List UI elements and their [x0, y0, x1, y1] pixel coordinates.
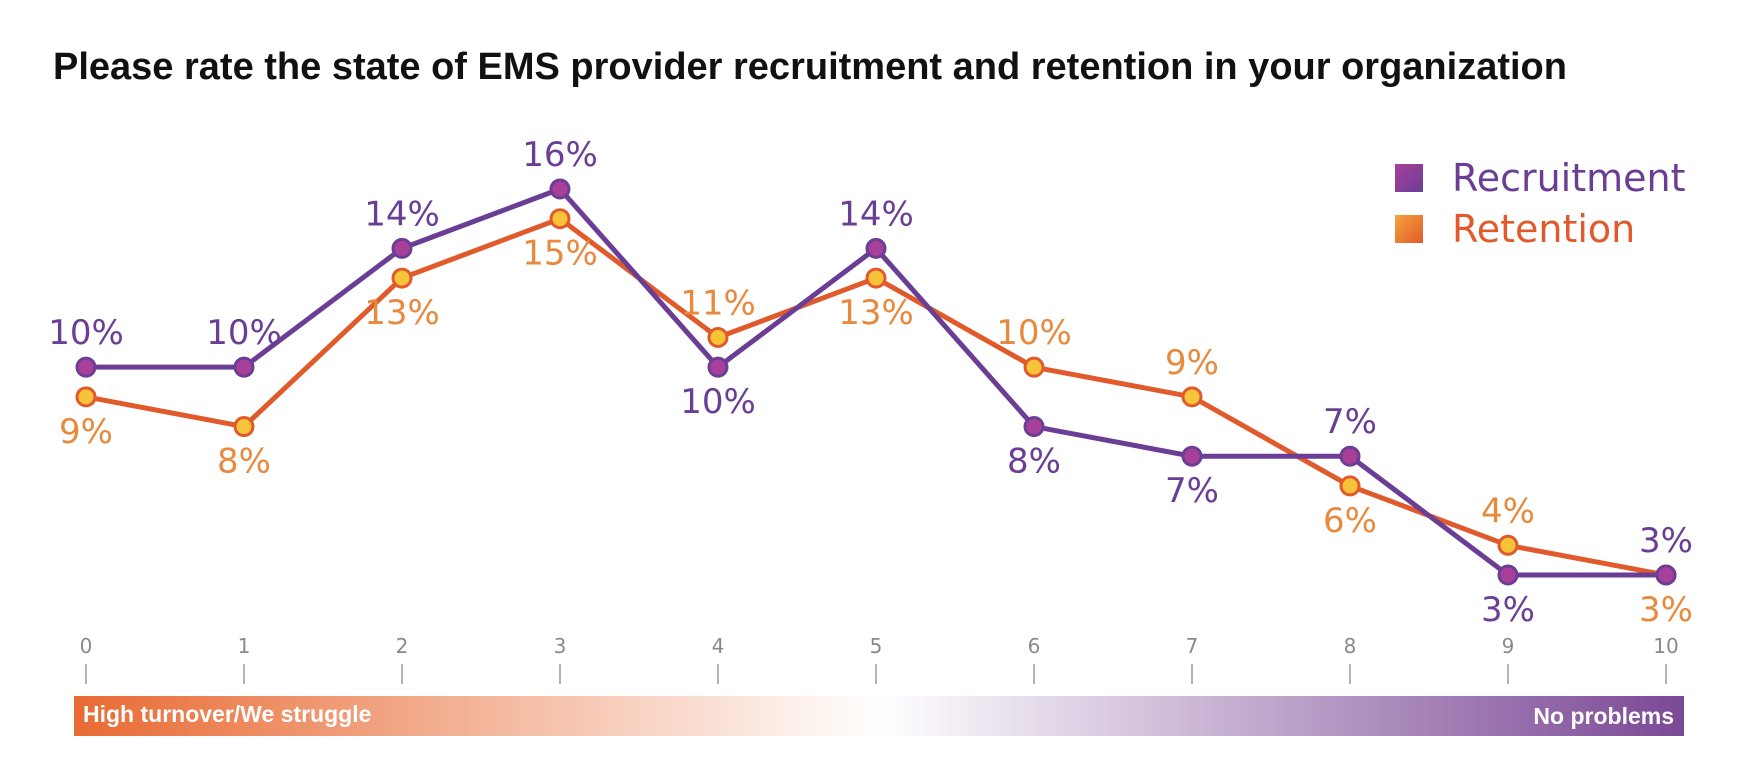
retention-data-label: 15%	[522, 234, 598, 274]
recruitment-point	[1655, 564, 1677, 586]
recruitment-point	[1023, 416, 1045, 438]
x-tick-label: 6	[1028, 634, 1041, 658]
legend: Recruitment Retention	[1395, 156, 1686, 251]
legend-retention-label: Retention	[1452, 207, 1635, 251]
retention-point	[1339, 475, 1361, 497]
retention-data-label: 8%	[217, 442, 271, 482]
scale-right-label: No problems	[1533, 703, 1674, 729]
recruitment-data-label: 10%	[680, 382, 756, 422]
retention-data-label: 3%	[1639, 590, 1693, 630]
x-tick-label: 3	[554, 634, 567, 658]
retention-point	[233, 416, 255, 438]
recruitment-data-label: 10%	[48, 313, 124, 353]
legend-recruitment-label: Recruitment	[1452, 156, 1686, 200]
retention-point	[1497, 534, 1519, 556]
recruitment-point	[549, 178, 571, 200]
recruitment-data-label: 7%	[1323, 402, 1377, 442]
recruitment-point	[75, 356, 97, 378]
scale-bar	[74, 696, 1684, 736]
recruitment-data-label: 3%	[1639, 521, 1693, 561]
recruitment-point	[1339, 445, 1361, 467]
retention-data-label: 13%	[364, 293, 440, 333]
retention-data-label: 9%	[1165, 343, 1219, 383]
recruitment-data-label: 16%	[522, 135, 598, 175]
x-tick-label: 0	[80, 634, 93, 658]
retention-data-label: 4%	[1481, 491, 1535, 531]
retention-point	[865, 267, 887, 289]
retention-point	[549, 208, 571, 230]
x-tick-label: 7	[1186, 634, 1199, 658]
x-tick-label: 9	[1502, 634, 1515, 658]
retention-point	[391, 267, 413, 289]
legend-recruitment-swatch	[1395, 164, 1423, 192]
recruitment-point	[865, 237, 887, 259]
x-tick-label: 8	[1344, 634, 1357, 658]
series-markers	[75, 178, 1677, 586]
retention-data-label: 6%	[1323, 501, 1377, 541]
x-tick-label: 5	[870, 634, 883, 658]
recruitment-point	[1181, 445, 1203, 467]
x-tick-label: 10	[1653, 634, 1678, 658]
scale-left-label: High turnover/We struggle	[83, 701, 371, 727]
x-tick-label: 4	[712, 634, 725, 658]
recruitment-point	[707, 356, 729, 378]
x-tick-label: 2	[396, 634, 409, 658]
legend-retention-swatch	[1395, 215, 1423, 243]
recruitment-point	[233, 356, 255, 378]
retention-data-label: 11%	[680, 283, 756, 323]
x-axis: 0 1 2 3 4 5 6 7 8 9 10	[80, 634, 1679, 684]
retention-data-label: 10%	[996, 313, 1072, 353]
recruitment-data-label: 14%	[838, 194, 914, 234]
retention-point	[707, 326, 729, 348]
recruitment-point	[391, 237, 413, 259]
recruitment-data-label: 7%	[1165, 471, 1219, 511]
retention-point	[1023, 356, 1045, 378]
x-tick-label: 1	[238, 634, 251, 658]
recruitment-data-label: 3%	[1481, 590, 1535, 630]
chart-title: Please rate the state of EMS provider re…	[53, 46, 1567, 88]
retention-data-label: 13%	[838, 293, 914, 333]
recruitment-point	[1497, 564, 1519, 586]
retention-point	[1181, 386, 1203, 408]
recruitment-data-label: 8%	[1007, 442, 1061, 482]
data-labels: 10% 9% 10% 8% 14% 13% 16% 15% 10% 11% 14% 13% 8% 10% 7…	[48, 135, 1693, 630]
retention-point	[75, 386, 97, 408]
recruitment-data-label: 14%	[364, 194, 440, 234]
recruitment-data-label: 10%	[206, 313, 282, 353]
retention-data-label: 9%	[59, 412, 113, 452]
